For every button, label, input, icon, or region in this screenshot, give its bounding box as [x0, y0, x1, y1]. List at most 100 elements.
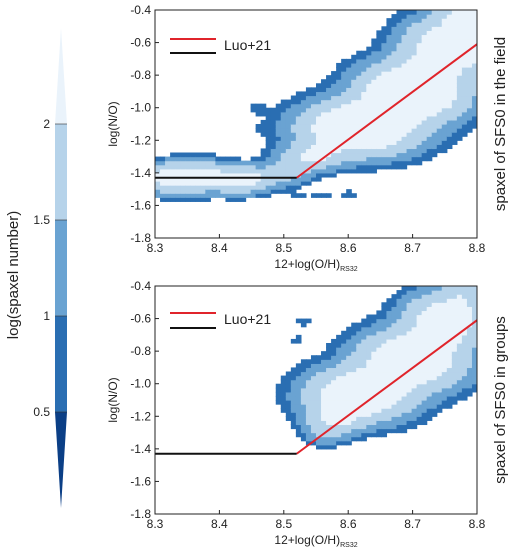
density-cell [346, 124, 352, 129]
density-cell [381, 395, 388, 401]
density-cell [436, 67, 443, 72]
density-cell [381, 58, 388, 64]
density-cell [396, 30, 403, 36]
density-cell [431, 75, 438, 80]
density-cell [421, 347, 428, 352]
density-cell [185, 168, 191, 174]
density-cell [361, 363, 367, 369]
density-cell [326, 136, 332, 141]
density-cell [386, 164, 393, 170]
density-cell [366, 152, 372, 158]
density-cell [321, 136, 327, 141]
density-cell [421, 322, 428, 328]
density-cell [466, 67, 473, 72]
density-cell [280, 124, 287, 129]
density-cell [346, 111, 352, 117]
density-cell [456, 50, 463, 56]
density-cell [391, 50, 398, 56]
y-tick-label: -0.6 [130, 36, 151, 50]
density-cell [341, 124, 347, 129]
density-cell [366, 400, 372, 405]
density-cell [401, 164, 408, 170]
density-cell [170, 193, 176, 198]
density-cell [376, 50, 383, 56]
density-cell [381, 343, 388, 348]
density-cell [326, 379, 332, 385]
density-cell [406, 310, 413, 316]
density-cell [321, 87, 327, 93]
density-cell [336, 347, 342, 352]
density-cell [471, 326, 477, 332]
density-cell [155, 176, 161, 182]
density-cell [396, 87, 403, 93]
density-cell [401, 79, 408, 84]
density-cell [436, 10, 443, 15]
density-cell [175, 197, 181, 202]
density-cell [366, 322, 372, 328]
density-cell [446, 111, 453, 117]
density-cell [190, 172, 196, 178]
density-cell [316, 391, 322, 397]
density-cell [441, 286, 448, 291]
density-cell [396, 58, 403, 64]
density-cell [255, 168, 262, 174]
density-cell [230, 164, 237, 170]
colorbar-tick-label: 1 [43, 309, 50, 323]
density-cell [456, 322, 463, 328]
density-cell [411, 124, 418, 129]
density-cell [321, 124, 327, 129]
density-cell [436, 54, 443, 60]
density-cell [421, 34, 428, 40]
density-cell [441, 290, 448, 295]
density-cell [371, 359, 377, 364]
density-cell [225, 176, 232, 182]
density-cell [336, 338, 342, 344]
density-cell [305, 318, 312, 324]
density-cell [426, 318, 433, 324]
density-cell [396, 367, 403, 373]
density-cell [336, 400, 342, 405]
density-cell [361, 355, 367, 360]
density-cell [456, 318, 463, 324]
density-cell [280, 185, 287, 190]
density-cell [310, 408, 317, 413]
density-cell [431, 347, 438, 352]
density-cell [381, 314, 388, 320]
density-cell [295, 140, 302, 145]
density-cell [310, 420, 317, 426]
density-cell [210, 152, 216, 158]
density-cell [466, 367, 473, 373]
density-cell [280, 387, 287, 393]
density-cell [336, 168, 342, 174]
density-cell [361, 359, 367, 364]
density-cell [391, 132, 398, 137]
density-cell [341, 168, 347, 174]
density-cell [401, 314, 408, 320]
density-cell [361, 156, 367, 162]
density-cell [366, 424, 372, 430]
density-cell [441, 79, 448, 84]
density-cell [411, 91, 418, 97]
density-cell [376, 115, 383, 121]
density-cell [451, 391, 458, 397]
density-cell [371, 87, 377, 93]
density-cell [336, 148, 342, 154]
density-cell [225, 156, 232, 162]
density-cell [421, 14, 428, 19]
density-cell [336, 99, 342, 105]
density-cell [381, 62, 388, 68]
density-cell [346, 432, 352, 438]
density-cell [401, 58, 408, 64]
density-cell [441, 99, 448, 105]
density-cell [396, 22, 403, 27]
density-cell [331, 359, 337, 364]
density-cell [305, 148, 312, 154]
density-cell [401, 298, 408, 303]
density-cell [305, 400, 312, 405]
density-cell [396, 152, 403, 158]
density-cell [401, 67, 408, 72]
density-cell [371, 140, 377, 145]
density-cell [331, 111, 337, 117]
density-cell [341, 119, 347, 125]
density-cell [411, 79, 418, 84]
